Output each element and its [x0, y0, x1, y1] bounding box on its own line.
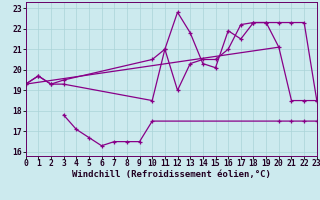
X-axis label: Windchill (Refroidissement éolien,°C): Windchill (Refroidissement éolien,°C)	[72, 170, 271, 179]
